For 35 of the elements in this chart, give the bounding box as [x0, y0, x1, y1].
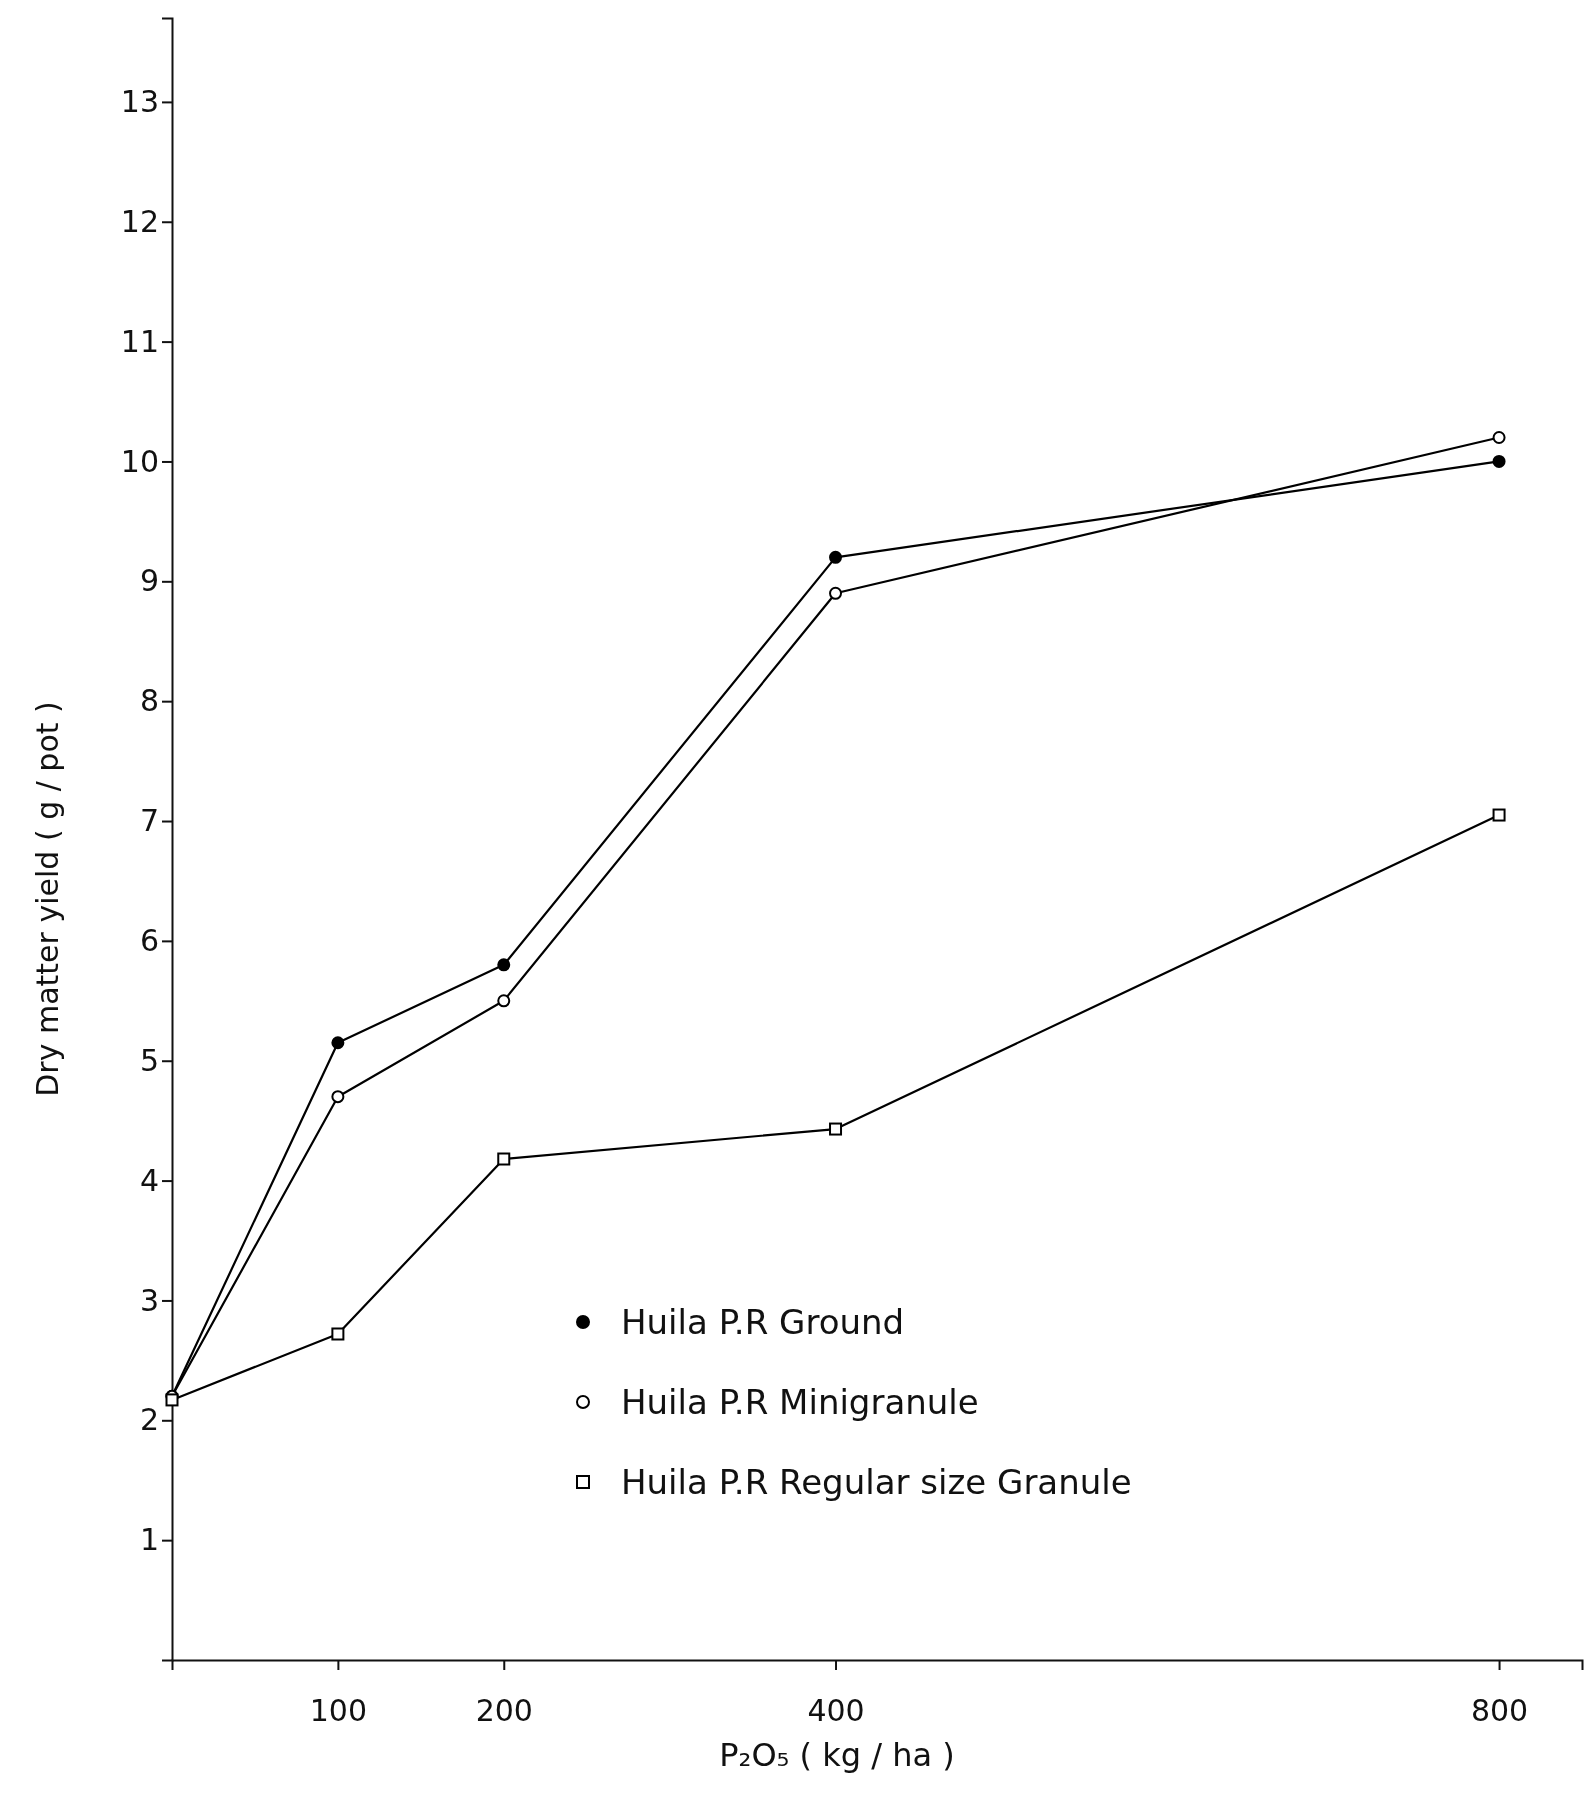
point: [331, 1327, 345, 1341]
y-tick-label: 12: [120, 203, 159, 239]
point: [497, 958, 511, 972]
x-axis-title: P₂O₅ ( kg / ha ): [719, 1736, 955, 1774]
point: [497, 1152, 511, 1166]
point: [497, 994, 511, 1008]
point: [1492, 454, 1506, 468]
legend-label: Huila P.R Regular size Granule: [621, 1461, 1132, 1502]
point: [1492, 430, 1506, 444]
y-axis-title: Dry matter yield ( g / pot ): [30, 701, 65, 1097]
legend-label: Huila P.R Minigranule: [621, 1381, 979, 1422]
point: [829, 1122, 843, 1136]
x-tick-label: 200: [475, 1693, 533, 1728]
point: [829, 550, 843, 564]
y-tick-label: 13: [120, 84, 159, 119]
y-tick-label: 2: [139, 1402, 159, 1438]
y-tick-label: 10: [120, 443, 159, 479]
y-tick-label: 9: [139, 563, 159, 599]
point: [331, 1036, 345, 1050]
x-tick-label: 400: [807, 1693, 865, 1728]
y-tick-label: 5: [139, 1042, 159, 1078]
y-tick-label: 6: [139, 922, 159, 958]
y-tick-label: 7: [139, 803, 159, 839]
y-tick-label: 1: [139, 1522, 159, 1558]
legend-label: Huila P.R Ground: [621, 1301, 905, 1342]
point: [331, 1090, 345, 1104]
point: [165, 1393, 179, 1407]
point: [829, 586, 843, 600]
y-tick-label: 11: [120, 323, 159, 359]
x-tick-label: 800: [1470, 1693, 1529, 1728]
y-tick-label: 4: [139, 1162, 159, 1198]
y-tick-label: 8: [139, 683, 159, 719]
x-tick-label: 100: [309, 1693, 368, 1728]
point: [1492, 808, 1506, 822]
y-tick-label: 3: [139, 1282, 159, 1318]
